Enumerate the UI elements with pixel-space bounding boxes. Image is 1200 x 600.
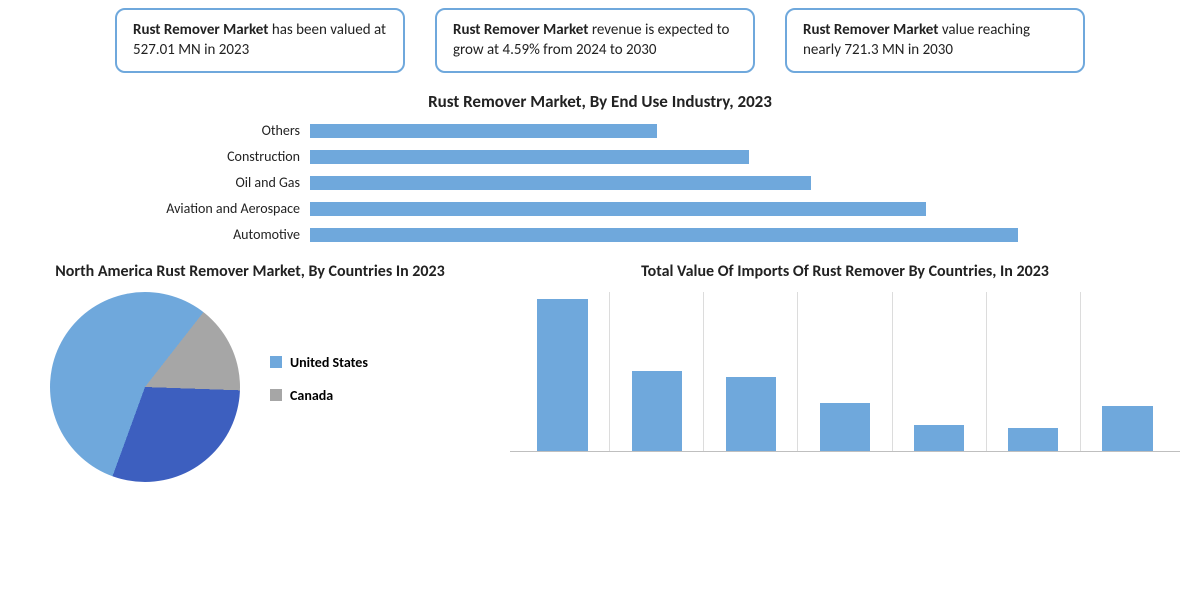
column-bar bbox=[1008, 428, 1058, 450]
hchart-track bbox=[310, 176, 1080, 190]
legend-item: Canada bbox=[270, 387, 368, 404]
legend-swatch bbox=[270, 389, 282, 401]
hchart-row: Automotive bbox=[120, 222, 1080, 248]
hchart-track bbox=[310, 124, 1080, 138]
column-bar bbox=[537, 299, 587, 451]
imports-column-chart bbox=[510, 292, 1180, 452]
hchart-category-label: Others bbox=[120, 122, 310, 139]
info-box-growth: Rust Remover Market revenue is expected … bbox=[435, 8, 755, 73]
column-bar bbox=[1102, 406, 1152, 451]
column-cell bbox=[893, 292, 987, 451]
hchart-track bbox=[310, 202, 1080, 216]
hchart-bar bbox=[310, 150, 749, 164]
hchart-bar bbox=[310, 202, 926, 216]
pie-chart-block: North America Rust Remover Market, By Co… bbox=[20, 262, 480, 482]
column-cell bbox=[516, 292, 610, 451]
column-cell bbox=[987, 292, 1081, 451]
hchart-bar bbox=[310, 176, 811, 190]
legend-item: United States bbox=[270, 354, 368, 371]
hchart-category-label: Aviation and Aerospace bbox=[120, 200, 310, 217]
info-box-row: Rust Remover Market has been valued at 5… bbox=[20, 8, 1180, 73]
pie-title: North America Rust Remover Market, By Co… bbox=[20, 262, 480, 282]
info-box-bold: Rust Remover Market bbox=[803, 21, 938, 39]
info-box-bold: Rust Remover Market bbox=[133, 21, 268, 39]
column-bar bbox=[914, 425, 964, 451]
hchart-category-label: Automotive bbox=[120, 226, 310, 243]
hchart-row: Aviation and Aerospace bbox=[120, 196, 1080, 222]
info-box-forecast: Rust Remover Market value reaching nearl… bbox=[785, 8, 1085, 73]
column-cell bbox=[798, 292, 892, 451]
hchart-title: Rust Remover Market, By End Use Industry… bbox=[20, 91, 1180, 112]
column-cell bbox=[610, 292, 704, 451]
bottom-row: North America Rust Remover Market, By Co… bbox=[20, 262, 1180, 482]
column-cell bbox=[1081, 292, 1174, 451]
column-chart-title: Total Value Of Imports Of Rust Remover B… bbox=[510, 262, 1180, 282]
na-pie-chart bbox=[50, 292, 240, 482]
column-chart-block: Total Value Of Imports Of Rust Remover B… bbox=[510, 262, 1180, 482]
hchart-bar bbox=[310, 124, 657, 138]
legend-swatch bbox=[270, 356, 282, 368]
info-box-bold: Rust Remover Market bbox=[453, 21, 588, 39]
hchart-track bbox=[310, 228, 1080, 242]
hchart-bar bbox=[310, 228, 1018, 242]
pie-row: United States Canada bbox=[20, 292, 480, 482]
hchart-category-label: Oil and Gas bbox=[120, 174, 310, 191]
column-cell bbox=[704, 292, 798, 451]
legend-label: United States bbox=[290, 354, 368, 371]
hchart-track bbox=[310, 150, 1080, 164]
legend-label: Canada bbox=[290, 387, 333, 404]
info-box-valuation: Rust Remover Market has been valued at 5… bbox=[115, 8, 405, 73]
pie-legend: United States Canada bbox=[270, 354, 368, 420]
hchart-row: Oil and Gas bbox=[120, 170, 1080, 196]
column-bar bbox=[726, 377, 776, 451]
hchart-category-label: Construction bbox=[120, 148, 310, 165]
column-bar bbox=[820, 403, 870, 451]
hchart-row: Construction bbox=[120, 144, 1080, 170]
hchart-row: Others bbox=[120, 118, 1080, 144]
end-use-bar-chart: Others Construction Oil and Gas Aviation an… bbox=[120, 118, 1080, 248]
column-bar bbox=[632, 371, 682, 451]
